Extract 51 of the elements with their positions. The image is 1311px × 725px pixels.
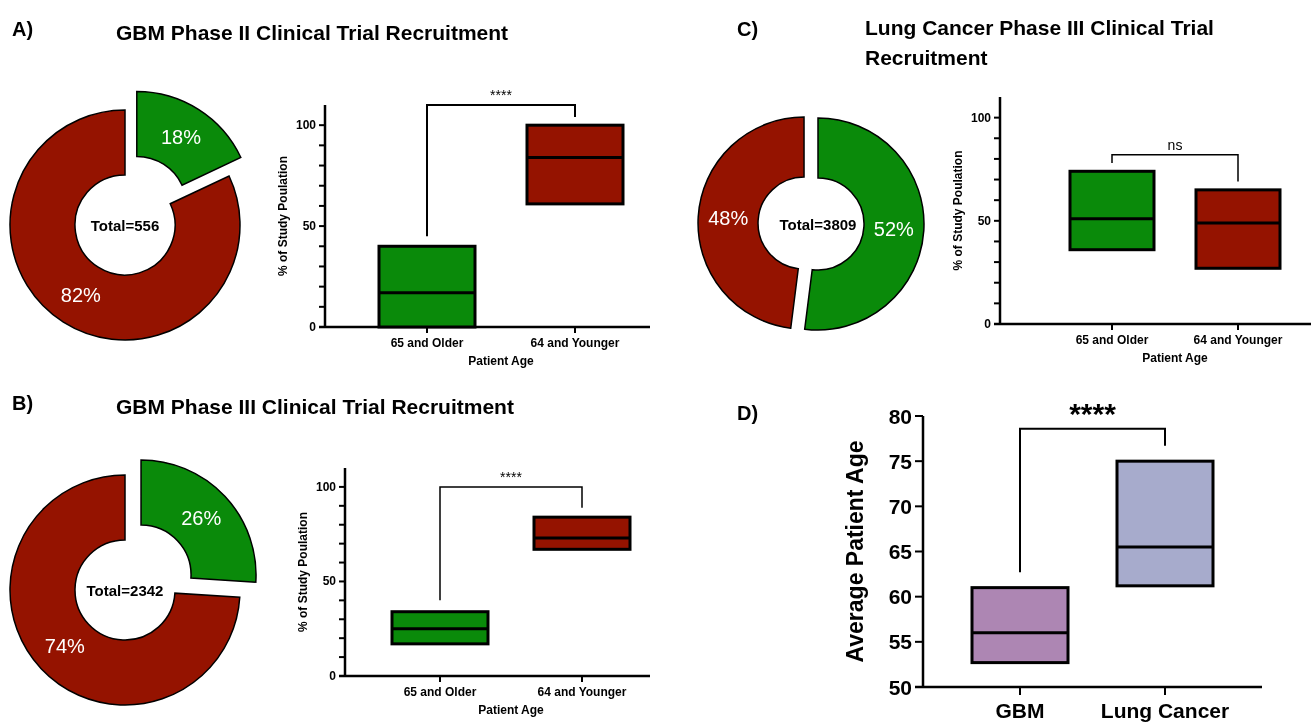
- y-axis-title: % of Study Poulation: [275, 156, 290, 276]
- text: Total=556: [90, 216, 160, 234]
- y-tick-label: 100: [295, 118, 317, 133]
- y-tick-label: 100: [970, 110, 992, 125]
- data-label: 48%: [708, 207, 749, 230]
- text: C): [737, 18, 759, 40]
- text: Lung Cancer Phase III Clinical Trial Recruitment: [865, 16, 1214, 69]
- y-tick-label: 0: [329, 669, 337, 683]
- y-tick-label: 50: [888, 675, 912, 699]
- x-axis-title: Patient Age: [1142, 351, 1209, 365]
- text: D): [737, 402, 759, 424]
- y-axis-title: % of Study Poulation: [295, 512, 310, 632]
- x-tick-label: 65 and Older: [390, 336, 464, 350]
- y-tick-label: 50: [302, 219, 317, 234]
- y-axis-title: % of Study Poulation: [950, 150, 965, 271]
- text: B): [12, 392, 34, 414]
- text: Total=2342: [86, 581, 164, 599]
- y-tick-label: 80: [888, 404, 912, 428]
- text: GBM Phase III Clinical Trial Recruitment: [116, 395, 514, 418]
- text: GBM Phase II Clinical Trial Recruitment: [116, 21, 509, 44]
- y-tick-label: 70: [888, 494, 912, 518]
- x-axis-title: Patient Age: [478, 703, 545, 717]
- y-tick-label: 50: [977, 213, 992, 228]
- data-label: 82%: [60, 283, 102, 306]
- data-label: 18%: [160, 125, 202, 148]
- x-tick-label: 64 and Younger: [530, 336, 620, 350]
- data-label: 74%: [44, 635, 86, 658]
- y-axis-title: Average Patient Age: [841, 440, 868, 663]
- x-tick-label: 64 and Younger: [1193, 333, 1283, 347]
- y-tick-label: 60: [888, 585, 912, 609]
- annotation: ****: [500, 468, 523, 485]
- x-tick-label: Lung Cancer: [1100, 699, 1230, 722]
- annotation: ns: [1167, 136, 1183, 153]
- x-tick-label: 65 and Older: [403, 685, 477, 699]
- annotation: ****: [1069, 396, 1117, 430]
- x-tick-label: 65 and Older: [1075, 333, 1149, 347]
- data-label: 52%: [873, 217, 915, 240]
- y-tick-label: 0: [984, 317, 992, 331]
- y-tick-label: 55: [888, 630, 913, 654]
- x-tick-label: 64 and Younger: [537, 685, 627, 699]
- x-axis-title: Patient Age: [468, 354, 535, 368]
- x-tick-label: GBM: [995, 699, 1045, 722]
- text: A): [12, 18, 34, 40]
- y-tick-label: 0: [309, 320, 317, 334]
- y-tick-label: 50: [322, 574, 337, 589]
- data-label: 26%: [181, 507, 222, 530]
- y-tick-label: 65: [888, 540, 913, 563]
- y-tick-label: 100: [315, 479, 337, 494]
- text: ****: [490, 87, 513, 103]
- text: Total=3809: [779, 215, 857, 233]
- y-tick-label: 75: [888, 449, 913, 473]
